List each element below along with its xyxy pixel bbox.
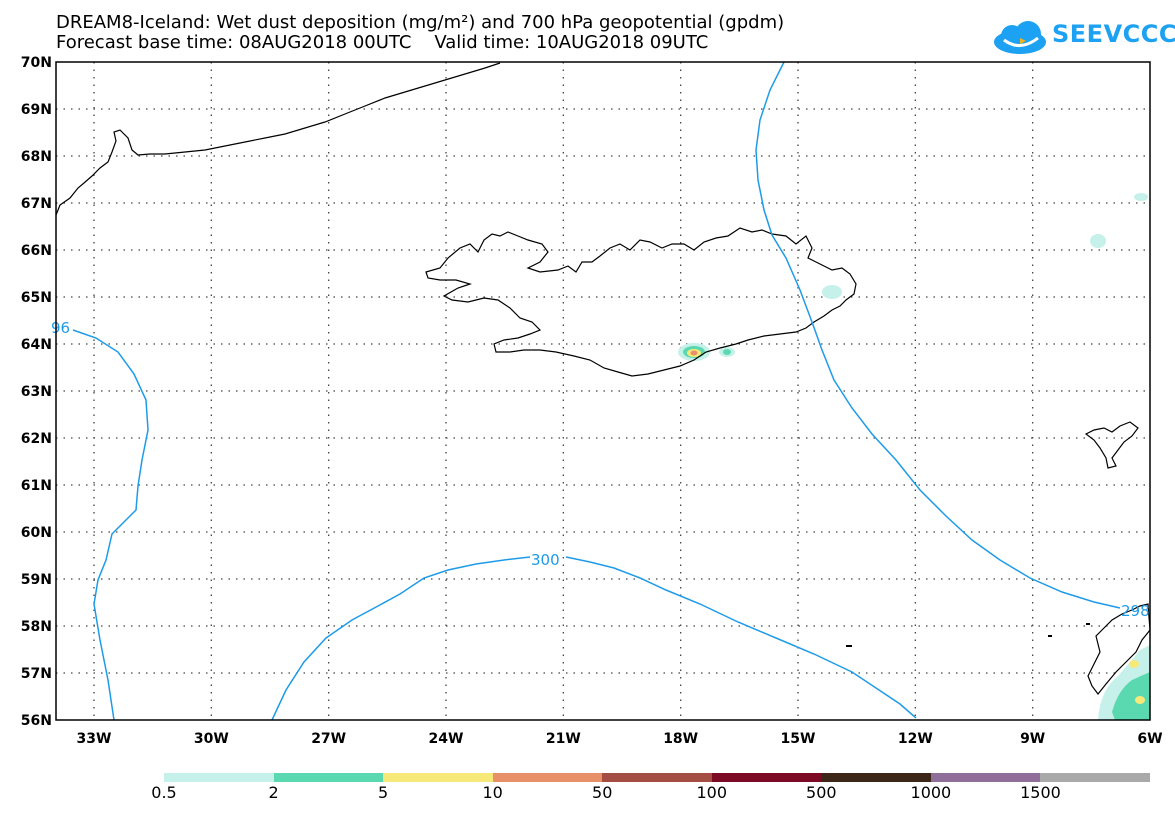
legend-label: 0.5 [151, 783, 177, 802]
lon-label: 18W [663, 731, 698, 747]
lat-label: 67N [21, 196, 52, 212]
dust-deposition-fill [678, 193, 1150, 720]
legend-swatch [164, 773, 275, 782]
lat-label: 68N [21, 149, 52, 165]
logo-text: SEEVCCC [1052, 20, 1175, 48]
legend-swatch [602, 773, 713, 782]
lat-label: 56N [21, 713, 52, 729]
map-frame [55, 61, 1151, 721]
legend-label: 5 [378, 783, 389, 802]
seevccc-logo [994, 21, 1046, 54]
lat-label: 64N [21, 337, 52, 353]
cloud-icon [994, 21, 1046, 54]
legend-swatch [821, 773, 932, 782]
lon-label: 21W [546, 731, 581, 747]
legend-label: 10 [482, 783, 503, 802]
lon-label: 9W [1020, 731, 1045, 747]
lon-label: 33W [77, 731, 112, 747]
map-subtitle: Forecast base time: 08AUG2018 00UTC Vali… [56, 32, 709, 53]
legend-label: 2 [268, 783, 279, 802]
legend-swatch [930, 773, 1041, 782]
legend-label: 100 [696, 783, 728, 802]
latitude-labels: 70N 69N 68N 67N 66N 65N 64N 63N 62N 61N 60N 59N 58N 5… [21, 55, 52, 729]
lat-label: 61N [21, 478, 52, 494]
lon-label: 27W [311, 731, 346, 747]
lon-label: 6W [1137, 731, 1162, 747]
lat-label: 63N [21, 384, 52, 400]
legend-swatch [383, 773, 494, 782]
legend-label: 1500 [1020, 783, 1061, 802]
lat-label: 57N [21, 666, 52, 682]
contour-label-298: 298 [1121, 602, 1150, 620]
legend-label: 1000 [910, 783, 952, 802]
lat-label: 70N [21, 55, 52, 71]
lat-label: 58N [21, 619, 52, 635]
legend-swatch [273, 773, 384, 782]
lat-label: 69N [21, 102, 52, 118]
lat-label: 62N [21, 431, 52, 447]
legend-swatch [492, 773, 603, 782]
legend-label: 50 [592, 783, 613, 802]
lat-lon-grid [56, 62, 1150, 720]
contour-label-96: 96 [51, 319, 70, 337]
contour-labels: 96 300 298 [51, 319, 1150, 620]
lat-label: 65N [21, 290, 52, 306]
geopotential-contours [72, 61, 1121, 721]
lon-label: 30W [194, 731, 229, 747]
lon-label: 24W [429, 731, 464, 747]
longitude-labels: 33W 30W 27W 24W 21W 18W 15W 12W 9W 6W [77, 731, 1163, 747]
contour-label-300: 300 [531, 551, 560, 569]
legend-label: 500 [806, 783, 837, 802]
lon-label: 12W [898, 731, 933, 747]
legend-swatch [711, 773, 822, 782]
lat-label: 59N [21, 572, 52, 588]
legend-swatch [1040, 773, 1151, 782]
lon-label: 15W [781, 731, 816, 747]
lat-label: 66N [21, 243, 52, 259]
coastline [55, 62, 1151, 695]
map-title: DREAM8-Iceland: Wet dust deposition (mg/… [56, 12, 785, 33]
lat-label: 60N [21, 525, 52, 541]
